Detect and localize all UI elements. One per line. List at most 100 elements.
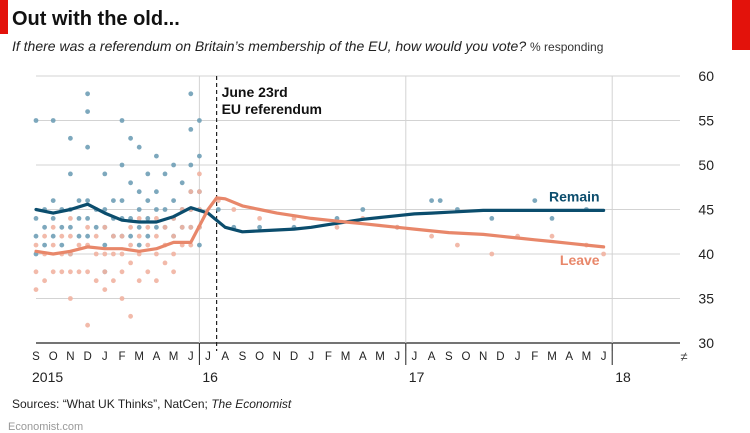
x-month-label: D	[496, 351, 504, 363]
chart-title: Out with the old...	[12, 8, 180, 30]
remain-poll-point	[154, 189, 159, 195]
leave-poll-point	[50, 242, 56, 248]
remain-poll-point	[85, 144, 90, 150]
leave-poll-point	[119, 296, 125, 301]
remain-poll-point	[197, 153, 202, 159]
leave-poll-point	[136, 278, 142, 284]
remain-poll-point	[102, 171, 108, 177]
remain-poll-point	[197, 118, 202, 123]
remain-poll-point	[136, 189, 142, 195]
leave-poll-point	[334, 224, 340, 230]
x-month-label: O	[49, 351, 58, 363]
y-tick-label: 40	[698, 246, 714, 262]
leave-poll-point	[93, 278, 99, 284]
x-month-label: J	[102, 351, 108, 363]
leave-poll-point	[231, 207, 237, 212]
remain-poll-point	[68, 171, 73, 177]
leave-poll-point	[119, 233, 125, 239]
remain-poll-point	[119, 162, 125, 168]
leave-poll-point	[85, 269, 90, 275]
x-month-label: A	[565, 351, 573, 363]
leave-poll-point	[68, 216, 73, 221]
referendum-annotation: June 23rd	[222, 84, 288, 100]
leave-poll-point	[136, 251, 142, 257]
remain-poll-point	[59, 242, 65, 248]
x-month-label: O	[255, 351, 264, 363]
leave-poll-point	[455, 242, 460, 248]
subtitle-question: If there was a referendum on Britain’s m…	[12, 38, 527, 54]
leave-poll-point	[68, 269, 73, 275]
leave-poll-point	[42, 278, 47, 284]
remain-poll-point	[532, 198, 538, 204]
x-month-label: F	[325, 351, 332, 363]
sources-publication: The Economist	[211, 397, 292, 411]
leave-poll-point	[145, 242, 151, 248]
leave-poll-point	[93, 233, 99, 239]
leave-poll-point	[179, 224, 185, 230]
remain-poll-point	[188, 162, 194, 168]
leave-poll-point	[171, 233, 177, 239]
remain-poll-point	[85, 109, 90, 114]
red-corner-tab	[732, 0, 750, 50]
remain-poll-point	[50, 216, 56, 221]
remain-poll-point	[171, 162, 177, 168]
remain-poll-point	[197, 242, 202, 248]
leave-poll-point	[601, 251, 606, 257]
x-year-label: 18	[615, 369, 631, 385]
remain-poll-point	[85, 216, 90, 221]
x-month-label: A	[153, 351, 161, 363]
remain-poll-point	[549, 216, 555, 221]
leave-poll-point	[42, 233, 47, 239]
x-month-label: S	[445, 351, 453, 363]
remain-poll-point	[154, 224, 159, 230]
leave-poll-point	[197, 189, 202, 195]
leave-poll-point	[59, 233, 65, 239]
remain-poll-point	[188, 126, 194, 132]
economist-watermark: Economist.com	[8, 421, 84, 433]
x-month-label: F	[118, 351, 125, 363]
remain-poll-point	[85, 233, 90, 239]
remain-poll-point	[171, 198, 177, 204]
leave-poll-point	[111, 233, 116, 239]
leave-poll-point	[119, 251, 125, 257]
x-month-label: J	[515, 351, 521, 363]
chart-subtitle: If there was a referendum on Britain’s m…	[12, 38, 603, 54]
remain-poll-point	[145, 216, 151, 221]
x-month-label: N	[479, 351, 487, 363]
x-month-label: M	[582, 351, 592, 363]
leave-poll-point	[154, 233, 159, 239]
remain-poll-point	[215, 207, 221, 212]
x-month-label: J	[601, 351, 607, 363]
leave-poll-point	[93, 251, 99, 257]
x-year-label: 17	[409, 369, 425, 385]
remain-poll-point	[76, 216, 82, 221]
leave-poll-point	[145, 224, 151, 230]
x-month-label: N	[273, 351, 281, 363]
x-month-label: M	[547, 351, 557, 363]
remain-poll-point	[188, 91, 194, 97]
remain-poll-point	[68, 135, 73, 141]
x-month-label: J	[412, 351, 418, 363]
remain-poll-point	[33, 216, 39, 221]
remain-poll-point	[42, 242, 47, 248]
leave-poll-point	[145, 269, 151, 275]
remain-poll-point	[85, 91, 90, 97]
leave-poll-point	[162, 260, 168, 266]
leave-poll-point	[68, 233, 73, 239]
y-tick-label: 45	[698, 202, 714, 218]
x-month-label: M	[375, 351, 385, 363]
x-month-label: A	[221, 351, 229, 363]
remain-poll-point	[489, 216, 495, 221]
leave-poll-point	[102, 251, 108, 257]
leave-poll-point	[85, 322, 90, 328]
y-tick-label: 50	[698, 157, 714, 173]
leave-poll-point	[102, 269, 108, 275]
remain-poll-point	[437, 198, 443, 204]
axis-break-symbol: ≠	[680, 349, 687, 364]
leave-poll-point	[68, 296, 73, 301]
leave-poll-point	[33, 287, 39, 292]
x-month-label: M	[341, 351, 351, 363]
x-month-label: M	[169, 351, 179, 363]
x-month-label: J	[308, 351, 314, 363]
